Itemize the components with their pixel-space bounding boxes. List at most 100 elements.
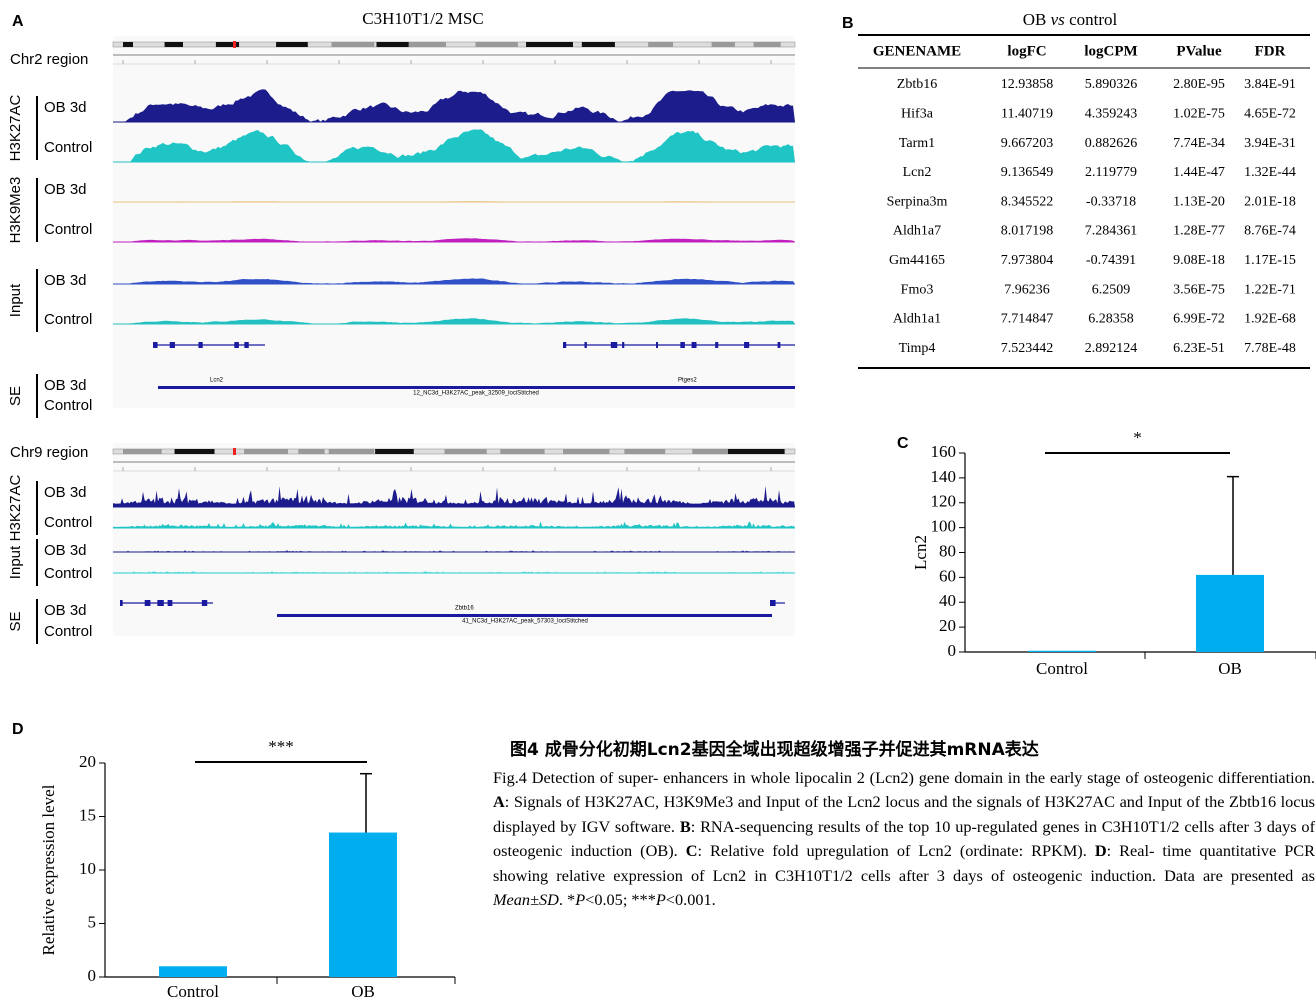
exon [244, 342, 248, 348]
y-axis-label: Lcn2 [911, 535, 930, 570]
y-tick-label: 40 [939, 591, 956, 610]
caption-run: A [493, 792, 505, 811]
y-tick-label: 5 [88, 912, 97, 931]
track-label: OB 3d [44, 181, 87, 198]
panel-label: D [12, 721, 24, 738]
track-label: Control [44, 565, 92, 582]
y-tick-label: 0 [88, 966, 97, 985]
table-cell: 6.28358 [1088, 312, 1134, 327]
table-title: OB vs control [1023, 10, 1118, 29]
y-axis-label: Relative expression level [39, 784, 58, 955]
exon [680, 342, 684, 348]
exon [198, 342, 202, 348]
table-cell: 8.76E-74 [1244, 224, 1296, 239]
exon [692, 342, 697, 348]
table-cell: -0.74391 [1086, 253, 1136, 268]
exon [145, 600, 151, 606]
track-label: OB 3d [44, 484, 87, 501]
ideogram-band [754, 42, 781, 47]
exon [584, 342, 586, 348]
exon [202, 600, 207, 606]
caption-run: Mean±SD [493, 890, 559, 909]
table-cell: 7.96236 [1004, 282, 1050, 297]
gene-name: Ptges2 [678, 378, 697, 384]
y-tick-label: 0 [948, 641, 957, 660]
y-tick-label: 20 [939, 616, 956, 635]
track-panel [113, 443, 795, 636]
exon [611, 342, 617, 348]
track-label: Control [44, 623, 92, 640]
significance-label: * [1133, 428, 1142, 447]
ideogram-band [500, 449, 544, 454]
table-cell: Lcn2 [903, 165, 932, 180]
title-run: vs [1051, 10, 1066, 29]
ideogram-band [445, 449, 487, 454]
track-label: Control [44, 397, 92, 414]
table-cell: 0.882626 [1085, 136, 1138, 151]
gene-name: Zbtb16 [455, 606, 474, 612]
table-cell: 2.01E-18 [1244, 194, 1296, 209]
track-label: OB 3d [44, 542, 87, 559]
caption-run: : Relative fold upregulation of Lcn2 (or… [697, 841, 1094, 860]
table-cell: 2.892124 [1085, 341, 1138, 356]
exon [656, 342, 658, 348]
track-label: Control [44, 514, 92, 531]
column-header: logCPM [1084, 43, 1137, 59]
exon [770, 600, 776, 606]
ideogram-band [712, 42, 735, 47]
group-label: H3K27AC [7, 474, 24, 541]
column-header: GENENAME [873, 43, 961, 59]
exon [157, 600, 163, 606]
table-cell: Aldh1a7 [893, 224, 941, 239]
ideogram-band [276, 42, 308, 47]
panel-label: C [897, 435, 909, 452]
ideogram-band [332, 42, 375, 47]
caption-run: <0.001. [666, 890, 716, 909]
exon [153, 342, 158, 348]
group-label: SE [7, 611, 24, 631]
table-cell: 4.65E-72 [1244, 107, 1296, 122]
caption-run: <0.05; *** [585, 890, 656, 909]
y-tick-label: 140 [931, 467, 957, 486]
table-cell: 1.92E-68 [1244, 312, 1296, 327]
table-cell: Aldh1a1 [893, 312, 941, 327]
title-run: control [1065, 10, 1118, 29]
table-cell: 2.119779 [1085, 165, 1137, 180]
ideogram-marker [233, 41, 236, 48]
caption-run: D [1095, 841, 1107, 860]
y-tick-label: 160 [931, 442, 957, 461]
table-cell: Timp4 [899, 341, 936, 356]
table-cell: Tarm1 [899, 136, 935, 151]
ideogram-band [375, 449, 414, 454]
region-label: Chr2 region [10, 51, 88, 68]
ideogram-band [476, 42, 518, 47]
ideogram-band [165, 42, 183, 47]
x-tick-label: Control [167, 982, 219, 1001]
table-cell: 3.94E-31 [1244, 136, 1296, 151]
panel-title: C3H10T1/2 MSC [362, 9, 483, 28]
ideogram-band [582, 42, 615, 47]
track-label: OB 3d [44, 99, 87, 116]
panel-label: B [842, 15, 854, 32]
table-cell: 9.136549 [1001, 165, 1054, 180]
ideogram-band [298, 449, 324, 454]
table-cell: 1.32E-44 [1244, 165, 1296, 180]
caption-run: P [575, 890, 585, 909]
super-enhancer [277, 614, 772, 617]
exon [715, 342, 718, 348]
table-cell: 3.56E-75 [1173, 282, 1225, 297]
table-cell: 8.017198 [1001, 224, 1054, 239]
bar [329, 833, 397, 977]
ideogram-band [761, 449, 784, 454]
y-tick-label: 20 [79, 752, 96, 771]
track-label: Control [44, 221, 92, 238]
table-cell: 7.78E-48 [1244, 341, 1296, 356]
y-tick-label: 15 [79, 805, 96, 824]
table-cell: 7.523442 [1001, 341, 1054, 356]
ideogram-band [329, 449, 374, 454]
table-cell: 6.99E-72 [1173, 312, 1225, 327]
ideogram-band [409, 42, 446, 47]
track-label: Control [44, 139, 92, 156]
caption-run: Fig.4 Detection of super- enhancers in w… [493, 768, 1315, 787]
exon [778, 342, 781, 348]
